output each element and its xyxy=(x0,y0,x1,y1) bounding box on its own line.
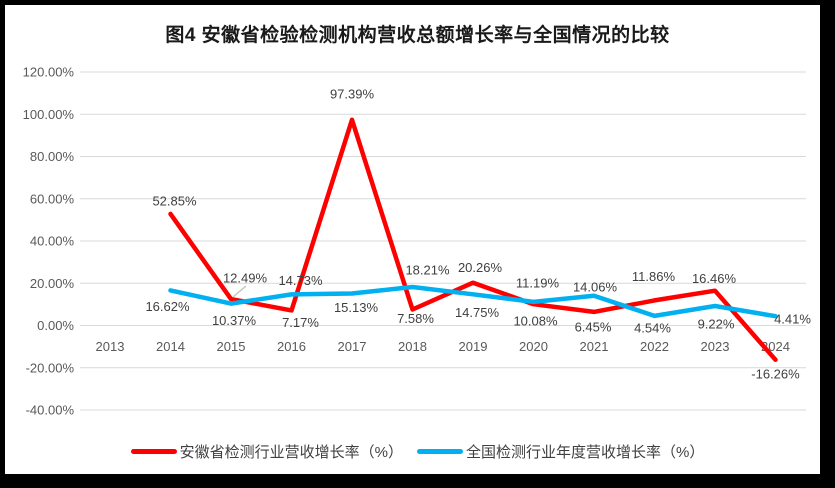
x-axis-tick-label: 2016 xyxy=(277,339,306,354)
y-axis-tick-label: 40.00% xyxy=(30,234,75,249)
chart-title: 图4 安徽省检验检测机构营收总额增长率与全国情况的比较 xyxy=(165,25,670,46)
anhui-data-label: 6.45% xyxy=(575,319,612,334)
anhui-data-label: 11.86% xyxy=(632,269,676,284)
x-axis-tick-label: 2022 xyxy=(640,339,669,354)
anhui-series-line xyxy=(168,117,778,363)
national-data-label: 10.37% xyxy=(212,313,257,328)
x-axis-tick-label: 2013 xyxy=(96,339,125,354)
y-axis-tick-label: 60.00% xyxy=(30,191,75,206)
anhui-data-label: 10.08% xyxy=(513,314,558,329)
national-data-label: 14.06% xyxy=(573,279,618,294)
x-axis-tick-label: 2015 xyxy=(217,339,246,354)
national-series-line xyxy=(168,284,778,319)
national-data-label: 14.75% xyxy=(455,305,500,320)
national-data-label: 16.62% xyxy=(145,299,190,314)
anhui-data-label: 7.58% xyxy=(397,311,434,326)
y-axis-tick-label: 100.00% xyxy=(23,107,75,122)
anhui-data-label: 12.49% xyxy=(223,271,268,286)
anhui-data-label: 16.46% xyxy=(692,271,737,286)
x-axis-tick-label: 2017 xyxy=(338,339,367,354)
y-axis-tick-label: 120.00% xyxy=(23,65,75,80)
x-axis-tick-label: 2019 xyxy=(459,339,488,354)
national-data-label: 18.21% xyxy=(405,263,450,278)
x-axis-tick-label: 2023 xyxy=(701,339,730,354)
x-axis-tick-label: 2021 xyxy=(580,339,609,354)
national-data-label: 4.54% xyxy=(634,320,671,335)
chart-legend: 安徽省检测行业营收增长率（%） 全国检测行业年度营收增长率（%） xyxy=(0,441,835,462)
anhui-series-swatch-icon xyxy=(130,449,177,454)
y-axis-tick-label: -40.00% xyxy=(26,403,75,418)
legend-item-national: 全国检测行业年度营收增长率（%） xyxy=(417,441,704,462)
y-axis-tick-label: -20.00% xyxy=(26,360,75,375)
anhui-data-label: 52.85% xyxy=(152,193,197,208)
legend-label-national: 全国检测行业年度营收增长率（%） xyxy=(466,444,705,461)
anhui-data-label: 97.39% xyxy=(330,86,375,101)
legend-item-anhui: 安徽省检测行业营收增长率（%） xyxy=(130,441,403,462)
anhui-data-label: 7.17% xyxy=(282,315,319,330)
national-data-label: 11.19% xyxy=(516,275,560,290)
x-axis-tick-label: 2018 xyxy=(398,339,427,354)
national-data-label: 14.73% xyxy=(278,273,323,288)
national-data-label: 4.41% xyxy=(774,312,811,327)
anhui-data-label: 20.26% xyxy=(458,260,503,275)
x-axis-tick-label: 2020 xyxy=(519,339,548,354)
anhui-data-label: -16.26% xyxy=(751,366,800,381)
y-axis-tick-label: 0.00% xyxy=(37,318,74,333)
x-axis-tick-label: 2014 xyxy=(156,339,185,354)
y-axis-tick-label: 80.00% xyxy=(30,149,75,164)
y-axis-tick-label: 20.00% xyxy=(30,276,75,291)
legend-label-anhui: 安徽省检测行业营收增长率（%） xyxy=(179,444,403,461)
national-data-label: 9.22% xyxy=(698,317,735,332)
national-series-swatch-icon xyxy=(417,449,463,454)
national-data-label: 15.13% xyxy=(334,300,379,315)
leader-line xyxy=(232,285,247,298)
